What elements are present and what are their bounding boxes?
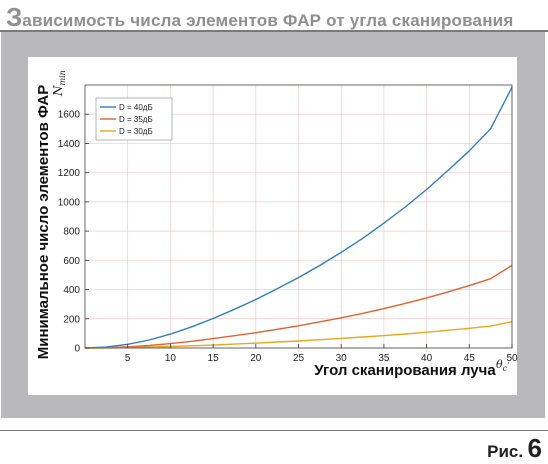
y-axis-label: Минимальное число элементов ФАР: [35, 85, 52, 360]
legend-label: D = 30дБ: [119, 127, 153, 136]
y-ticks: 0 200 400 600 800 1000 1200 1400 1600: [58, 110, 89, 355]
y-axis-symbol: Nmin: [51, 70, 67, 97]
bottom-rule: [0, 430, 548, 431]
y-tick-label: 1200: [58, 168, 81, 179]
x-axis-symbol: θc': [496, 358, 509, 373]
x-axis-symbol-subscript: c: [503, 364, 508, 373]
figure-label-word: Рис.: [487, 442, 524, 461]
y-tick-label: 800: [63, 227, 80, 238]
x-tick-label: 30: [336, 353, 348, 364]
x-axis-symbol-prime: ': [507, 361, 509, 370]
legend-label: D = 35дБ: [119, 115, 153, 124]
figure-label-number: 6: [527, 433, 542, 463]
x-tick-label: 40: [421, 353, 433, 364]
series-layer: [84, 86, 513, 349]
page-title-rest: ависимость числа элементов ФАР от угла с…: [22, 11, 514, 30]
y-tick-label: 400: [63, 285, 80, 296]
x-tick-label: 15: [208, 353, 220, 364]
page-title: Зависимость числа элементов ФАР от угла …: [6, 2, 546, 33]
y-axis-symbol-subscript: min: [58, 70, 67, 85]
y-tick-label: 1000: [58, 197, 81, 208]
legend-label: D = 40дБ: [119, 103, 153, 112]
y-tick-label: 1600: [58, 110, 81, 121]
top-rule: [0, 30, 548, 32]
page-title-initial: З: [6, 2, 23, 32]
x-tick-label: 20: [250, 353, 262, 364]
series-line-3: [84, 321, 513, 349]
x-axis-symbol-letter: θ: [496, 358, 503, 371]
y-tick-label: 1400: [58, 139, 81, 150]
x-tick-label: 50: [506, 353, 518, 364]
series-line-1: [84, 86, 513, 349]
x-tick-label: 35: [378, 353, 390, 364]
figure-label: Рис. 6: [487, 433, 542, 464]
legend: D = 40дБ D = 35дБ D = 30дБ: [95, 97, 173, 141]
x-axis-label: Угол сканирования луча: [314, 362, 496, 379]
x-tick-label: 5: [125, 353, 131, 364]
x-tick-label: 25: [293, 353, 305, 364]
grid: [85, 85, 513, 349]
y-tick-label: 0: [74, 344, 80, 355]
y-axis-symbol-letter: N: [51, 85, 65, 97]
x-tick-label: 45: [464, 353, 476, 364]
y-tick-label: 200: [63, 314, 80, 325]
y-tick-label: 600: [63, 256, 80, 267]
x-tick-label: 10: [165, 353, 177, 364]
x-ticks: 5 10 15 20 25 30 35 40 45 50: [125, 344, 518, 364]
series-line-2: [84, 264, 513, 349]
